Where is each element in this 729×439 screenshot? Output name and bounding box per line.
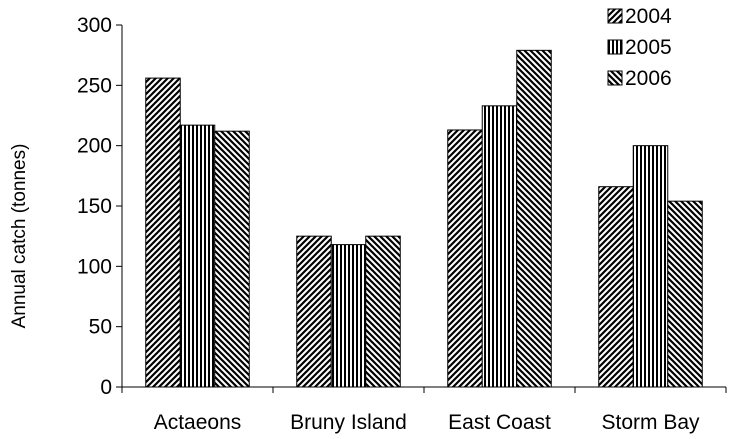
- y-tick-label: 100: [77, 255, 112, 278]
- x-tick-label: East Coast: [448, 411, 551, 434]
- bar-2006-actaeons: [214, 130, 250, 388]
- y-tick-label: 250: [77, 74, 112, 97]
- y-axis-title: Annual catch (tonnes): [9, 144, 30, 329]
- legend-label-2006: 2006: [625, 67, 672, 90]
- bar-2005-bruny-island: [330, 244, 367, 388]
- x-tick-label: Storm Bay: [601, 411, 700, 434]
- y-tick-label: 0: [100, 376, 112, 399]
- y-tick-label: 50: [89, 316, 112, 339]
- x-tick-label: Bruny Island: [290, 411, 407, 434]
- bars: [145, 49, 703, 388]
- y-tick-label: 150: [77, 195, 112, 218]
- legend-label-2005: 2005: [625, 36, 672, 59]
- bar-2005-actaeons: [179, 124, 216, 388]
- bar-2004-storm-bay: [598, 186, 634, 388]
- bar-2006-bruny-island: [365, 235, 401, 388]
- bar-2004-bruny-island: [296, 235, 332, 388]
- y-tick-label: 300: [77, 14, 112, 37]
- bar-2005-east-coast: [481, 105, 518, 388]
- bar-2004-actaeons: [145, 77, 181, 388]
- y-axis: 0 50 100 150 200 250 300: [77, 14, 123, 399]
- bar-2005-storm-bay: [632, 145, 669, 388]
- x-tick-label: Actaeons: [154, 411, 242, 434]
- bar-2006-storm-bay: [667, 200, 703, 388]
- legend-label-2004: 2004: [625, 5, 672, 28]
- x-axis: Actaeons Bruny Island East Coast Storm Bay: [121, 386, 727, 434]
- y-tick-label: 200: [77, 135, 112, 158]
- legend: 2004 2005 2006: [607, 5, 672, 90]
- legend-swatch-2005: [607, 39, 623, 55]
- bar-2004-east-coast: [447, 129, 483, 388]
- legend-swatch-2004: [607, 8, 623, 24]
- legend-swatch-2006: [607, 70, 623, 86]
- bar-2006-east-coast: [516, 49, 552, 388]
